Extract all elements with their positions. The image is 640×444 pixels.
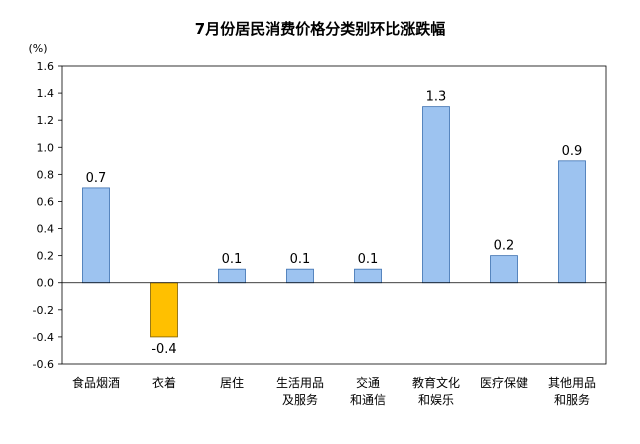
y-axis: 1.6 1.4 1.2 1.0 0.8 0.6 0.4 0.2 0.0 -0.2 -0.4 -0.6	[33, 60, 62, 371]
y-tick-label: 1.4	[37, 87, 55, 100]
y-tick-label: 0.2	[37, 250, 55, 263]
data-label: 0.2	[494, 239, 515, 254]
x-category-label: 及服务	[282, 392, 318, 407]
data-labels-group: 0.7 -0.4 0.1 0.1 0.1 1.3 0.2 0.9	[86, 90, 583, 357]
data-label: 0.9	[562, 144, 583, 159]
y-tick-label: 1.6	[37, 60, 55, 73]
data-label: 0.1	[358, 252, 379, 267]
bar	[490, 255, 518, 284]
data-label: 0.1	[290, 252, 311, 267]
x-category-label: 衣着	[152, 375, 176, 390]
x-category-label: 其他用品	[548, 376, 596, 390]
data-label: 1.3	[426, 90, 447, 105]
y-tick-label: 0.4	[37, 223, 55, 236]
y-tick-label: 1.0	[37, 141, 55, 154]
x-category-label: 居住	[220, 376, 244, 390]
y-tick-label: 0.6	[37, 195, 55, 208]
y-tick-label: -0.6	[33, 358, 54, 371]
x-category-label: 和服务	[554, 392, 590, 407]
data-label: -0.4	[151, 342, 176, 357]
bar	[82, 187, 110, 284]
x-category-label: 食品烟酒	[72, 375, 120, 390]
y-tick-label: 1.2	[37, 114, 55, 127]
bar	[218, 268, 246, 284]
bars-group	[82, 106, 586, 338]
bar	[150, 282, 178, 338]
bar	[422, 106, 450, 284]
y-tick-label: 0.0	[37, 277, 55, 290]
y-tick-label: -0.2	[33, 304, 54, 317]
x-category-label: 生活用品	[276, 376, 324, 390]
bar	[558, 160, 586, 284]
plot-area-frame	[61, 65, 607, 365]
x-category-label: 教育文化	[412, 375, 460, 390]
y-tick-label: -0.4	[33, 331, 54, 344]
x-category-label: 交通	[356, 375, 380, 390]
x-category-label: 医疗保健	[480, 376, 528, 390]
x-category-label: 和娱乐	[418, 393, 454, 407]
bar	[354, 268, 382, 284]
chart-title: 7月份居民消费价格分类别环比涨跌幅	[195, 20, 445, 38]
bar	[286, 268, 314, 284]
data-label: 0.7	[86, 171, 107, 186]
y-tick-label: 0.8	[37, 168, 55, 181]
x-category-label: 和通信	[350, 393, 386, 407]
data-label: 0.1	[222, 252, 243, 267]
y-axis-unit-label: (%)	[28, 42, 47, 55]
